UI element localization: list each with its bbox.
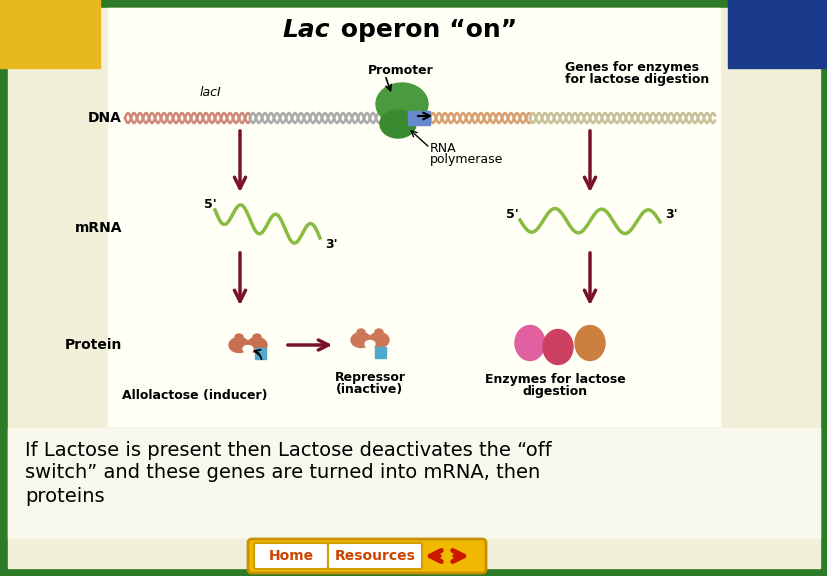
Bar xyxy=(255,348,265,359)
Ellipse shape xyxy=(253,334,261,340)
Text: mRNA: mRNA xyxy=(74,221,122,235)
Text: Protein: Protein xyxy=(65,338,122,352)
Bar xyxy=(0,0,100,68)
Ellipse shape xyxy=(246,338,266,353)
Text: for lactose digestion: for lactose digestion xyxy=(564,74,709,86)
Text: Resources: Resources xyxy=(334,549,415,563)
Text: 3': 3' xyxy=(664,207,676,221)
Text: proteins: proteins xyxy=(25,487,104,506)
Text: digestion: digestion xyxy=(522,385,587,399)
Text: 5': 5' xyxy=(203,198,216,210)
Ellipse shape xyxy=(514,325,544,361)
Bar xyxy=(727,0,827,68)
Ellipse shape xyxy=(235,334,242,340)
Text: Allolactose (inducer): Allolactose (inducer) xyxy=(122,388,267,401)
Ellipse shape xyxy=(380,110,415,138)
Ellipse shape xyxy=(365,340,375,347)
FancyBboxPatch shape xyxy=(254,543,327,569)
Ellipse shape xyxy=(574,325,605,361)
Bar xyxy=(108,8,719,426)
Text: Repressor: Repressor xyxy=(334,372,405,385)
Ellipse shape xyxy=(351,332,370,347)
Text: Lac: Lac xyxy=(282,18,330,42)
Ellipse shape xyxy=(543,329,572,365)
Text: polymerase: polymerase xyxy=(429,153,503,166)
Text: DNA: DNA xyxy=(88,111,122,125)
Text: Genes for enzymes: Genes for enzymes xyxy=(564,62,698,74)
Text: If Lactose is present then Lactose deactivates the “off: If Lactose is present then Lactose deact… xyxy=(25,441,551,460)
FancyBboxPatch shape xyxy=(327,543,422,569)
Bar xyxy=(408,111,429,125)
Text: Promoter: Promoter xyxy=(367,63,433,77)
Ellipse shape xyxy=(242,346,253,353)
Bar xyxy=(8,428,819,538)
Ellipse shape xyxy=(229,338,249,353)
Text: lacI: lacI xyxy=(198,85,221,98)
Text: (inactive): (inactive) xyxy=(336,384,403,396)
Text: switch” and these genes are turned into mRNA, then: switch” and these genes are turned into … xyxy=(25,464,539,483)
Text: 3': 3' xyxy=(325,237,337,251)
FancyBboxPatch shape xyxy=(248,539,485,573)
Text: 5': 5' xyxy=(505,207,518,221)
Ellipse shape xyxy=(375,329,383,335)
Text: operon “on”: operon “on” xyxy=(332,18,517,42)
Ellipse shape xyxy=(369,332,389,347)
Ellipse shape xyxy=(356,329,365,335)
Ellipse shape xyxy=(375,83,428,125)
Text: RNA: RNA xyxy=(429,142,456,154)
Text: Home: Home xyxy=(268,549,313,563)
Text: Enzymes for lactose: Enzymes for lactose xyxy=(484,373,624,386)
Bar xyxy=(375,347,385,358)
